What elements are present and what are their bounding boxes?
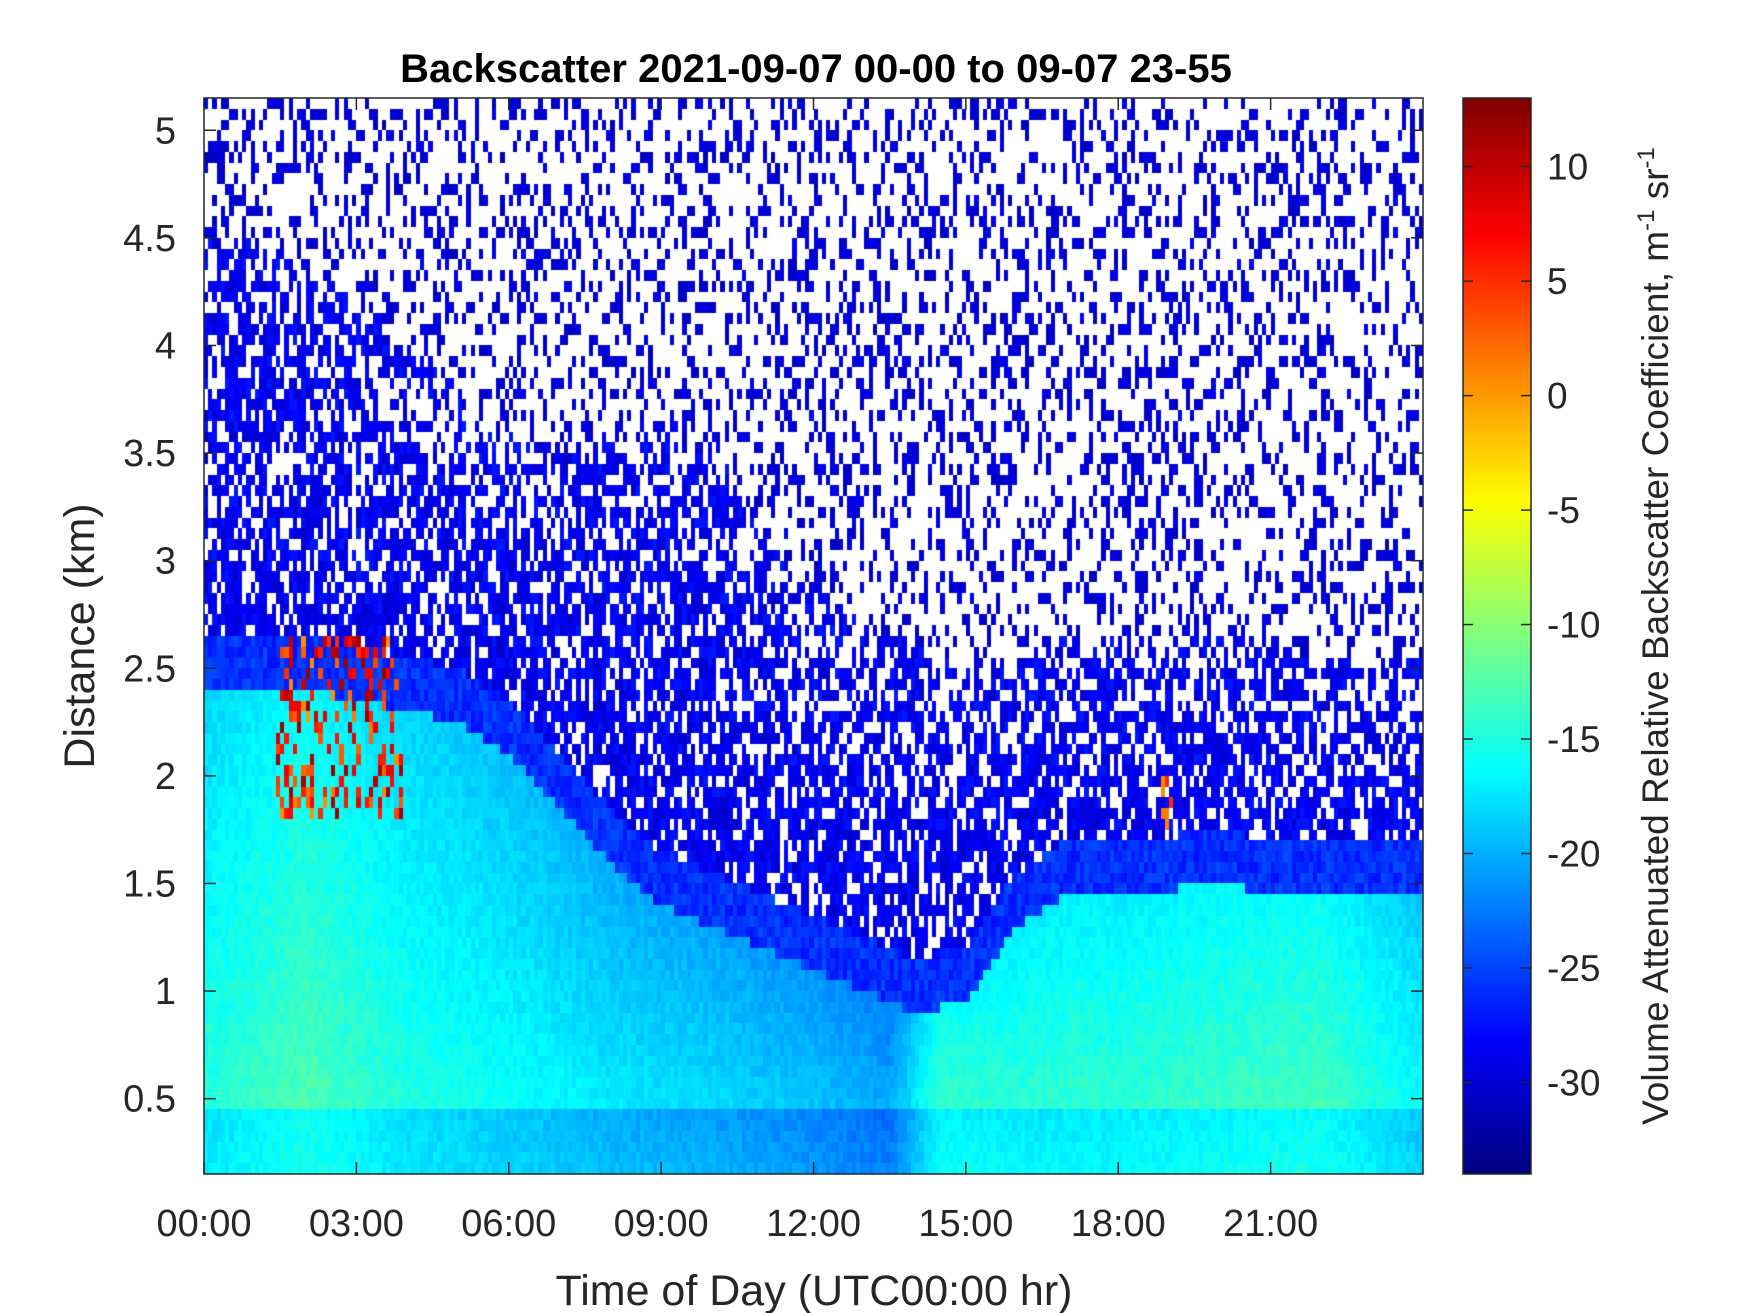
colorbar-tick-label: 0 bbox=[1547, 376, 1568, 417]
colorbar: 10 5 0 -5 -10 -15 -20 -25 -30 bbox=[1462, 97, 1600, 1175]
colorbar-gradient bbox=[1463, 98, 1531, 1174]
x-tick-label: 21:00 bbox=[1223, 1203, 1318, 1245]
colorbar-label-mid: sr bbox=[1635, 168, 1676, 209]
colorbar-label-sup1: -1 bbox=[1633, 210, 1660, 231]
y-axis-label: Distance (km) bbox=[56, 503, 104, 768]
y-tick-label: 1 bbox=[155, 971, 176, 1013]
y-tick-label: 3.5 bbox=[123, 433, 176, 475]
colorbar-label: Volume Attenuated Relative Backscatter C… bbox=[1633, 147, 1676, 1125]
x-axis-label: Time of Day (UTC00:00 hr) bbox=[556, 1267, 1073, 1313]
y-tick-label: 5 bbox=[155, 110, 176, 152]
colorbar-tick-label: 5 bbox=[1547, 261, 1568, 302]
x-tick-label: 06:00 bbox=[461, 1203, 556, 1245]
colorbar-frame bbox=[1462, 97, 1532, 1175]
colorbar-tick-label: -20 bbox=[1547, 833, 1600, 874]
x-axis: 00:00 03:00 06:00 09:00 12:00 15:00 18:00 21:00 bbox=[156, 98, 1318, 1245]
x-tick-label: 12:00 bbox=[766, 1203, 861, 1245]
y-tick-label: 2.5 bbox=[123, 648, 176, 690]
heatmap-image bbox=[204, 98, 1423, 1174]
colorbar-ticks: 10 5 0 -5 -10 -15 -20 -25 -30 bbox=[1463, 147, 1600, 1103]
colorbar-tick-label: -25 bbox=[1547, 948, 1600, 989]
x-tick-label: 09:00 bbox=[614, 1203, 709, 1245]
x-tick-label: 15:00 bbox=[918, 1203, 1013, 1245]
colorbar-label-main: Volume Attenuated Relative Backscatter C… bbox=[1635, 231, 1676, 1125]
x-tick-label: 03:00 bbox=[309, 1203, 404, 1245]
colorbar-tick-label: -10 bbox=[1547, 605, 1600, 646]
colorbar-tick-label: 10 bbox=[1547, 147, 1588, 188]
y-tick-label: 4.5 bbox=[123, 218, 176, 260]
y-tick-label: 0.5 bbox=[123, 1079, 176, 1121]
colorbar-label-sup2: -1 bbox=[1633, 147, 1660, 168]
colorbar-tick-label: -5 bbox=[1547, 490, 1580, 531]
y-axis: 0.5 1 1.5 2 2.5 3 3.5 4 4.5 5 bbox=[123, 110, 1423, 1121]
chart-title: Backscatter 2021-09-07 00-00 to 09-07 23… bbox=[400, 47, 1232, 91]
y-tick-label: 1.5 bbox=[123, 863, 176, 905]
heatmap bbox=[204, 98, 1423, 1174]
colorbar-tick-label: -30 bbox=[1547, 1062, 1600, 1103]
x-tick-label: 18:00 bbox=[1071, 1203, 1166, 1245]
y-tick-label: 3 bbox=[155, 541, 176, 583]
x-tick-label: 00:00 bbox=[156, 1203, 251, 1245]
colorbar-tick-label: -15 bbox=[1547, 719, 1600, 760]
y-tick-label: 2 bbox=[155, 756, 176, 798]
y-tick-label: 4 bbox=[155, 325, 176, 367]
